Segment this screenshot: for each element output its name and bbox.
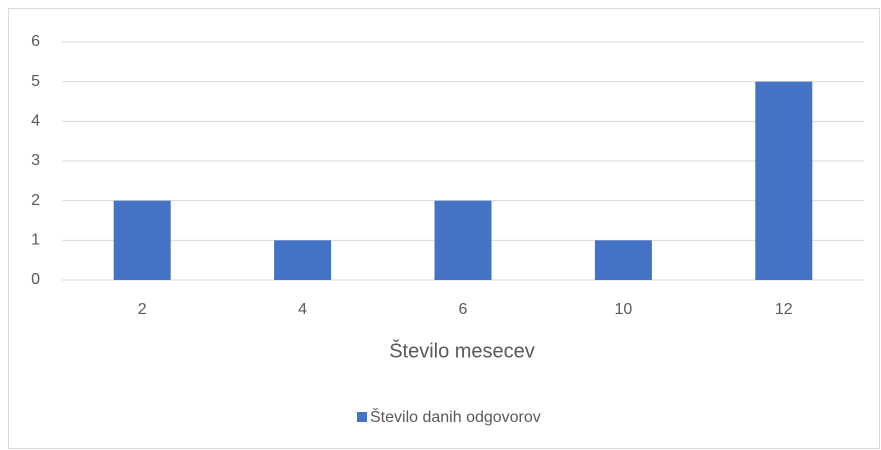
x-tick-label: 4	[298, 301, 307, 318]
y-tick-label: 4	[31, 113, 40, 130]
x-axis-title: Število mesecev	[389, 339, 535, 362]
x-tick-label: 10	[615, 301, 633, 318]
y-tick-label: 2	[31, 192, 40, 209]
y-tick-label: 6	[31, 33, 40, 50]
y-tick-label: 5	[31, 73, 40, 90]
bar	[274, 240, 332, 280]
x-tick-label: 6	[459, 301, 468, 318]
bar	[755, 81, 813, 281]
legend-label: Število danih odgovorov	[370, 407, 541, 426]
y-tick-label: 0	[31, 271, 40, 288]
y-tick-label: 3	[31, 152, 40, 169]
x-tick-label: 12	[775, 301, 793, 318]
y-tick-label: 1	[31, 232, 40, 249]
bar	[113, 200, 171, 280]
legend-swatch	[357, 412, 367, 422]
bar	[594, 240, 652, 280]
x-tick-label: 2	[138, 301, 147, 318]
bar	[434, 200, 492, 280]
